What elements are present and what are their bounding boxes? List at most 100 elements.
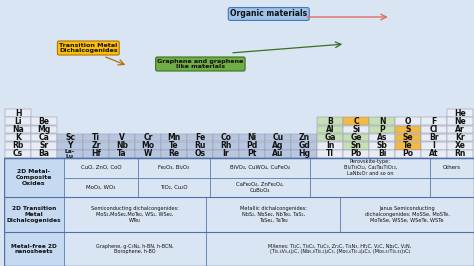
Bar <box>292 150 317 158</box>
Text: Ag: Ag <box>273 141 284 150</box>
Text: Pb: Pb <box>350 149 362 159</box>
Text: Ga: Ga <box>324 133 336 142</box>
Bar <box>292 142 317 149</box>
Bar <box>4 232 64 266</box>
Text: Rn: Rn <box>454 149 465 159</box>
Bar <box>5 134 31 141</box>
Bar <box>213 142 239 149</box>
Text: Ir: Ir <box>223 149 229 159</box>
Bar <box>343 118 369 125</box>
Text: Ni: Ni <box>247 133 256 142</box>
Text: Li: Li <box>14 117 22 126</box>
Text: Cl: Cl <box>430 125 438 134</box>
Text: H: H <box>15 109 21 118</box>
Text: Al: Al <box>326 125 334 134</box>
Text: Fe: Fe <box>195 133 205 142</box>
Bar <box>187 150 213 158</box>
Bar <box>310 177 430 197</box>
Bar <box>447 134 473 141</box>
Bar <box>31 126 57 133</box>
Text: 2D Metal-
Composite
Oxides: 2D Metal- Composite Oxides <box>16 169 52 186</box>
Bar <box>395 126 421 133</box>
Bar <box>57 142 83 149</box>
Bar <box>265 150 291 158</box>
Bar <box>310 158 430 177</box>
Bar <box>213 134 239 141</box>
Bar <box>136 150 161 158</box>
Text: He: He <box>454 109 466 118</box>
Bar <box>317 118 343 125</box>
Bar <box>369 134 395 141</box>
Text: Si: Si <box>352 125 360 134</box>
Text: Ar: Ar <box>455 125 465 134</box>
Bar <box>317 142 343 149</box>
Bar <box>83 142 109 149</box>
Text: Te: Te <box>403 141 413 150</box>
Text: Sr: Sr <box>39 141 49 150</box>
Text: Organic materials: Organic materials <box>230 10 307 19</box>
Text: In: In <box>326 141 334 150</box>
Text: Semiconducting dichalcongenides:
MoS₂,MoSe₂,MoTe₂, WS₂, WSe₂,
WTe₂: Semiconducting dichalcongenides: MoS₂,Mo… <box>91 206 179 223</box>
Bar <box>447 126 473 133</box>
Bar <box>187 142 213 149</box>
Bar <box>430 158 474 177</box>
Text: Xe: Xe <box>455 141 465 150</box>
Bar <box>4 158 474 266</box>
Bar <box>31 142 57 149</box>
Bar <box>447 118 473 125</box>
Bar <box>4 197 64 232</box>
Bar <box>109 150 135 158</box>
Bar <box>292 134 317 141</box>
Text: B: B <box>327 117 333 126</box>
Text: Mg: Mg <box>37 125 51 134</box>
Text: Re: Re <box>168 149 180 159</box>
Bar <box>64 232 206 266</box>
Bar <box>447 142 473 149</box>
Bar <box>369 126 395 133</box>
Bar <box>5 109 473 158</box>
Bar <box>31 150 57 158</box>
Text: Nb: Nb <box>116 141 128 150</box>
Bar <box>4 158 64 197</box>
Bar <box>421 142 447 149</box>
Text: Au: Au <box>273 149 284 159</box>
Bar <box>31 134 57 141</box>
Text: MoO₃, WO₃: MoO₃, WO₃ <box>86 185 116 190</box>
Text: La-
Lu: La- Lu <box>65 148 75 159</box>
Bar <box>317 126 343 133</box>
Text: CuO, ZnO, CoO: CuO, ZnO, CoO <box>81 165 121 170</box>
Bar <box>239 134 265 141</box>
Bar <box>213 150 239 158</box>
Text: Fe₂O₃, Bi₂O₃: Fe₂O₃, Bi₂O₃ <box>158 165 190 170</box>
Text: Ta: Ta <box>117 149 127 159</box>
Bar <box>83 134 109 141</box>
Text: Graphene and graphene
like materials: Graphene and graphene like materials <box>157 59 244 69</box>
Text: Zn: Zn <box>299 133 310 142</box>
Bar <box>265 134 291 141</box>
Text: CaFe₂O₄, ZnFe₂O₄,
CuBi₂O₄: CaFe₂O₄, ZnFe₂O₄, CuBi₂O₄ <box>236 182 284 193</box>
Bar <box>317 134 343 141</box>
Text: Te: Te <box>169 141 179 150</box>
Text: K: K <box>15 133 21 142</box>
Bar <box>64 177 138 197</box>
Bar <box>340 197 474 232</box>
Text: Janus Semiconducting
dichalcongenides: MoSSe, MoSTe,
MoTeSe, WSSe, WSeTe, WSTe: Janus Semiconducting dichalcongenides: M… <box>365 206 449 223</box>
Bar <box>369 142 395 149</box>
Bar <box>430 177 474 197</box>
Bar <box>421 126 447 133</box>
Bar <box>31 118 57 125</box>
Bar <box>343 134 369 141</box>
Text: N: N <box>379 117 385 126</box>
Bar <box>369 118 395 125</box>
Text: Gd: Gd <box>298 141 310 150</box>
Bar <box>206 197 340 232</box>
Text: Rh: Rh <box>220 141 232 150</box>
Bar <box>64 158 138 177</box>
Bar <box>5 142 31 149</box>
Text: S: S <box>405 125 410 134</box>
Text: Hg: Hg <box>298 149 310 159</box>
Bar <box>395 142 421 149</box>
Bar <box>109 134 135 141</box>
Bar <box>239 150 265 158</box>
Bar <box>447 109 473 117</box>
